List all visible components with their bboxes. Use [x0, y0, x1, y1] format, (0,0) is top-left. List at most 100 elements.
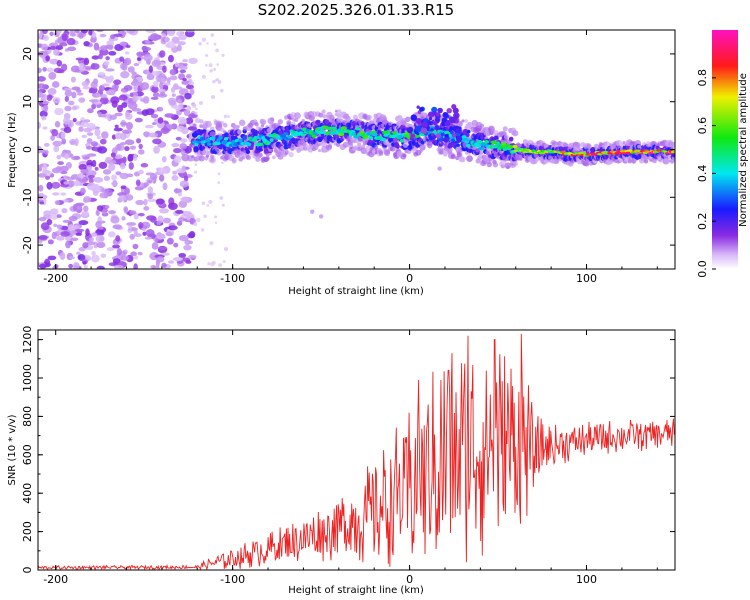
ridge-lobe — [432, 134, 437, 140]
noise-blob — [50, 45, 56, 51]
noise-blob — [181, 153, 190, 162]
noise-blob — [59, 42, 68, 47]
noise-blob — [127, 66, 135, 73]
noise-blob — [103, 175, 111, 182]
noise-blob — [61, 63, 68, 72]
noise-blob — [91, 254, 100, 263]
ridge-halo — [671, 141, 675, 148]
noise-blob — [63, 87, 73, 92]
noise-blob — [133, 229, 138, 236]
noise-blob — [145, 229, 155, 237]
sparse-dot — [214, 79, 218, 82]
snr-series-line — [38, 333, 675, 570]
noise-blob — [163, 82, 171, 86]
noise-blob — [96, 135, 102, 140]
noise-blob — [171, 174, 179, 181]
noise-blob — [143, 198, 148, 206]
noise-blob — [186, 105, 192, 112]
noise-blob — [53, 100, 60, 104]
noise-blob — [68, 100, 75, 106]
noise-blob — [82, 261, 87, 265]
ridge-lobe — [435, 133, 442, 139]
ridge-halo — [342, 141, 349, 148]
noise-blob — [47, 255, 57, 261]
noise-blob — [99, 138, 107, 145]
ridge-halo — [366, 114, 372, 120]
noise-blob — [41, 30, 48, 35]
noise-blob — [108, 163, 116, 171]
noise-blob — [146, 73, 155, 81]
noise-blob — [133, 212, 139, 220]
noise-blob — [152, 70, 160, 77]
ridge-halo — [260, 124, 265, 128]
sparse-dot — [209, 241, 214, 246]
noise-blob — [65, 162, 72, 169]
noise-blob — [157, 167, 167, 174]
y-tick-label: 400 — [21, 483, 34, 504]
noise-blob — [182, 77, 187, 82]
ridge-core — [311, 134, 317, 138]
noise-blob — [164, 36, 170, 43]
noise-blob — [78, 126, 84, 132]
noise-blob — [173, 188, 182, 193]
noise-blob — [68, 263, 74, 269]
noise-blob — [182, 59, 189, 63]
noise-blob — [63, 181, 70, 185]
ridge-core — [625, 151, 632, 154]
noise-blob — [176, 220, 183, 226]
ridge-lobe — [410, 133, 416, 139]
noise-blob — [75, 89, 82, 93]
ridge-halo — [672, 157, 675, 161]
noise-blob — [62, 219, 71, 223]
noise-blob — [127, 102, 138, 110]
noise-blob — [38, 76, 46, 82]
noise-blob — [111, 84, 119, 90]
ridge-lobe — [449, 116, 456, 124]
noise-blob — [46, 181, 53, 190]
sparse-dot — [222, 260, 226, 263]
ridge-core — [218, 135, 223, 140]
ridge-halo — [294, 112, 301, 120]
ridge-halo — [503, 134, 509, 140]
noise-blob — [126, 121, 133, 130]
noise-blob — [119, 41, 128, 47]
noise-blob — [112, 244, 120, 249]
noise-blob — [101, 131, 109, 139]
ridge-halo — [334, 109, 338, 113]
noise-blob — [38, 184, 44, 192]
noise-blob — [90, 141, 99, 147]
noise-blob — [74, 228, 85, 233]
noise-blob — [100, 253, 107, 258]
ridge-core — [497, 146, 502, 151]
noise-blob — [45, 55, 51, 62]
noise-blob — [51, 128, 59, 137]
noise-blob — [141, 46, 152, 52]
ridge-halo — [492, 162, 499, 168]
ridge-halo — [216, 150, 222, 156]
ridge-halo — [237, 124, 241, 129]
ridge-body — [440, 142, 444, 146]
noise-blob — [158, 88, 167, 93]
noise-blob — [132, 96, 139, 102]
snr-frame — [37, 329, 676, 571]
sparse-dot — [205, 53, 209, 57]
ridge-lobe — [430, 128, 434, 132]
sparse-dot — [194, 170, 197, 174]
noise-blob — [38, 121, 41, 130]
noise-blob — [98, 161, 108, 169]
ridge-core — [300, 133, 306, 137]
noise-blob — [49, 208, 59, 215]
noise-blob — [86, 132, 94, 136]
noise-blob — [77, 253, 86, 261]
x-tick-label: 0 — [406, 272, 413, 285]
ridge-body — [395, 144, 400, 149]
noise-blob — [42, 163, 48, 172]
noise-blob — [87, 108, 94, 114]
noise-blob — [114, 132, 122, 140]
ridge-halo — [237, 129, 243, 135]
colorbar-ticks: 0.0 0.2 0.4 0.6 0.8 — [696, 69, 716, 278]
noise-blob — [38, 217, 47, 222]
ridge-halo — [377, 149, 383, 155]
sparse-dot — [213, 42, 217, 46]
noise-blob — [126, 222, 137, 227]
